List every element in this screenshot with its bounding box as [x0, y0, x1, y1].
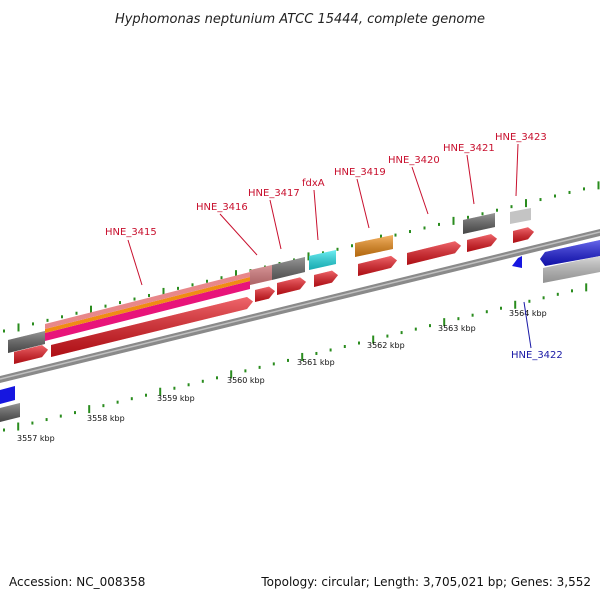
gene-label[interactable]: HNE_3423 [495, 132, 547, 143]
forward-tick-row [3, 181, 600, 333]
scale-label: 3559 kbp [157, 394, 195, 403]
gene-block-gray-lower-left-shade [0, 403, 20, 422]
gene-leader-line [411, 166, 429, 215]
cds-arrow-shade [467, 234, 497, 252]
gene-label[interactable]: HNE_3421 [443, 143, 495, 154]
cds-arrow-shade [407, 241, 461, 265]
gene-leader-line [127, 239, 143, 286]
gene-block-3416-shade [250, 257, 305, 285]
scale-label-group: 3557 kbp 3558 kbp 3559 kbp 3560 kbp 3561 kbp… [17, 309, 547, 443]
topology-summary: Topology: circular; Length: 3,705,021 bp… [260, 575, 591, 589]
gene-leader-line [466, 154, 475, 205]
gene-label[interactable]: HNE_3420 [388, 155, 440, 166]
gene-block-lightgray-right-shade [543, 256, 600, 283]
gene-block-hne3415-pink[interactable] [45, 272, 250, 329]
scale-label: 3562 kbp [367, 341, 405, 350]
cds-arrow-shade [14, 345, 48, 364]
cds-arrow-shade [314, 270, 338, 287]
gene-label[interactable]: fdxA [302, 178, 325, 189]
scale-tick-row [3, 283, 588, 432]
gene-label[interactable]: HNE_3419 [334, 167, 386, 178]
scale-label: 3564 kbp [509, 309, 547, 318]
cds-arrow-group [14, 227, 534, 364]
gene-block-cyan-shade [309, 250, 336, 270]
cds-arrow-shade [255, 286, 275, 302]
map-title: Hyphomonas neptunium ATCC 15444, complet… [115, 12, 485, 27]
gene-leader-line [523, 301, 532, 349]
scale-label: 3561 kbp [297, 358, 335, 367]
gene-label[interactable]: HNE_3417 [248, 188, 300, 199]
scale-label: 3563 kbp [438, 324, 476, 333]
gene-label[interactable]: HNE_3416 [196, 202, 248, 213]
gene-block-gray-3421-shade [463, 213, 495, 234]
scale-label: 3560 kbp [227, 376, 265, 385]
cds-arrow-shade [513, 227, 534, 243]
backbone-highlight [0, 231, 600, 380]
gene-label[interactable]: HNE_3415 [105, 227, 157, 238]
scale-label: 3557 kbp [17, 434, 55, 443]
gene-label[interactable]: HNE_3422 [511, 350, 563, 361]
gene-leader-line [313, 189, 319, 241]
gene-leader-line [515, 143, 519, 197]
gene-block-hne3415-orange[interactable] [45, 277, 250, 333]
gene-block-hne3415-magenta[interactable] [45, 281, 250, 341]
gene-block-blue-right-shade [540, 240, 600, 266]
gene-block-gray-left-shade [8, 331, 45, 353]
gene-leader-line [269, 199, 282, 250]
cds-arrow-hne3422[interactable] [512, 256, 522, 268]
cds-arrow-shade [277, 277, 306, 295]
gene-label-group: HNE_3415HNE_3416HNE_3417fdxAHNE_3419HNE_… [105, 132, 563, 361]
cds-arrow-shade [358, 255, 397, 276]
gene-block-lightgray-3423[interactable] [510, 208, 531, 224]
cds-arrow-shade [51, 297, 253, 357]
gene-block-orange-shade [355, 235, 393, 257]
gene-leader-line [219, 213, 258, 256]
gene-block-blue-left[interactable] [0, 386, 15, 404]
scale-label: 3558 kbp [87, 414, 125, 423]
accession-text: Accession: NC_008358 [9, 575, 145, 589]
gene-leader-line [356, 178, 370, 229]
